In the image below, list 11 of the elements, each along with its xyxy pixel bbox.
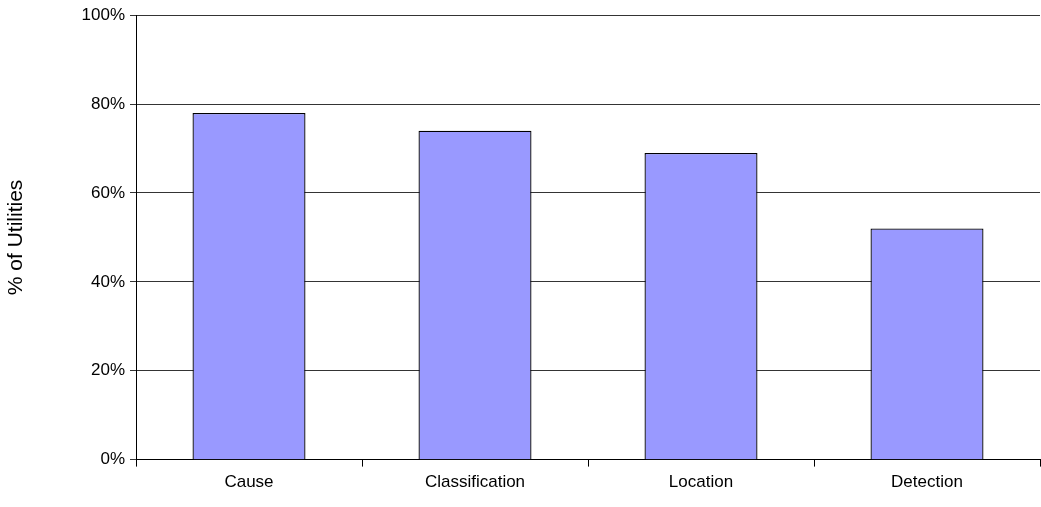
y-tick-label: 100%	[81, 4, 125, 24]
x-tick-label: Cause	[224, 472, 274, 492]
y-tick-label: 80%	[90, 93, 125, 113]
x-tick-label: Detection	[891, 472, 963, 492]
y-tick-label: 0%	[100, 449, 125, 469]
y-tick-label: 20%	[90, 360, 125, 380]
y-tick-label: 60%	[90, 182, 125, 202]
y-tick-label: 40%	[90, 271, 125, 291]
y-axis-title: % of Utilities	[3, 179, 27, 296]
x-tick-label: Location	[668, 472, 734, 492]
x-tick-label: Classification	[424, 472, 526, 492]
